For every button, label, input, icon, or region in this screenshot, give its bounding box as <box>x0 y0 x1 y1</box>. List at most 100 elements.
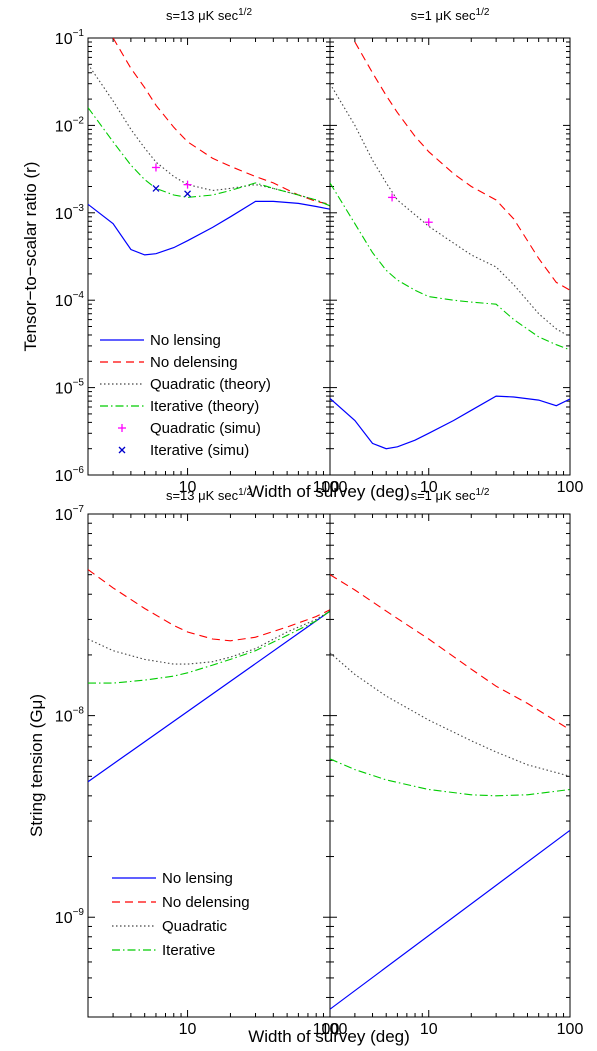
legend-label: Quadratic (theory) <box>150 376 271 393</box>
panel-title: s=1 μK sec1/2 <box>411 7 490 23</box>
legend-label: Iterative <box>162 942 215 959</box>
y-tick-base: 10 <box>55 293 73 310</box>
y-tick-label: 10−6 <box>55 465 85 485</box>
series-iterative-line <box>88 610 330 684</box>
x-axis-label: Width of survey (deg) <box>248 1027 410 1046</box>
legend-label: No delensing <box>162 894 250 911</box>
series-no-delensing-line <box>330 574 570 731</box>
series-quadratic-simu-marker <box>388 193 397 202</box>
legend-entry: Iterative (simu) <box>118 442 249 459</box>
y-tick-base: 10 <box>55 910 73 927</box>
series-iterative-simu-marker <box>152 184 160 192</box>
panel-title-base: s=13 μK sec <box>166 488 239 503</box>
panel-title-base: s=1 μK sec <box>411 8 476 23</box>
y-tick-exp: −5 <box>73 378 85 389</box>
series-quadratic-line <box>88 610 330 665</box>
y-tick-base: 10 <box>55 507 73 524</box>
x-tick-label: 10 <box>179 479 197 496</box>
y-tick-exp: −2 <box>73 115 85 126</box>
x-tick-label: 100 <box>321 479 348 496</box>
y-tick-label: 10−5 <box>55 378 85 398</box>
y-tick-exp: −1 <box>73 28 85 39</box>
series-group <box>330 41 570 450</box>
y-tick-exp: −9 <box>73 907 85 918</box>
series-quadratic-simu-marker <box>424 218 433 227</box>
axes-frame <box>329 37 571 476</box>
y-tick-label: 10−3 <box>55 203 85 223</box>
y-tick-base: 10 <box>55 381 73 398</box>
y-tick-exp: −4 <box>73 290 85 301</box>
y-tick-label: 10−1 <box>55 28 85 48</box>
y-tick-exp: −7 <box>73 504 85 515</box>
legend: No lensing No delensing Quadratic (theory)… <box>100 332 271 459</box>
legend-label: No lensing <box>150 332 221 349</box>
y-axis-label: Tensor−to−scalar ratio (r) <box>21 162 40 352</box>
legend-label: No lensing <box>162 870 233 887</box>
y-tick-label: 10−9 <box>55 907 85 927</box>
x-tick-label: 100 <box>557 1021 584 1038</box>
series-no-lensing-line <box>330 395 570 450</box>
panel-title-exp: 1/2 <box>476 7 490 18</box>
series-quadratic-theory-line <box>88 63 330 207</box>
panel-title-exp: 1/2 <box>476 487 490 498</box>
legend-entry: Quadratic (theory) <box>100 376 271 393</box>
x-tick-label: 100 <box>557 479 584 496</box>
legend-label: Quadratic <box>162 918 228 935</box>
legend-entry: Quadratic <box>112 918 228 935</box>
panel-title-base: s=1 μK sec <box>411 488 476 503</box>
x-tick-label: 10 <box>420 1021 438 1038</box>
series-quadratic-simu-marker <box>183 180 192 189</box>
y-tick-label: 10−2 <box>55 115 85 135</box>
y-tick-base: 10 <box>55 118 73 135</box>
panel-string-2: s=1 μK sec1/2 10 100 100 <box>321 487 584 1038</box>
series-group <box>88 569 330 783</box>
series-no-delensing-line <box>112 38 330 205</box>
y-tick-label: 10−8 <box>55 706 85 726</box>
series-no-lensing-line <box>88 610 330 783</box>
y-tick-label: 10−4 <box>55 290 85 310</box>
x-tick-label: 100 <box>321 1021 348 1038</box>
y-tick-exp: −8 <box>73 706 85 717</box>
panel-title: s=13 μK sec1/2 <box>166 487 253 503</box>
series-iterative-line <box>330 758 570 797</box>
legend-marker <box>118 446 126 454</box>
series-iterative-theory-line <box>330 182 570 351</box>
y-tick-base: 10 <box>55 206 73 223</box>
x-tick-label: 10 <box>420 479 438 496</box>
series-group <box>88 38 330 256</box>
x-tick-label: 100 <box>313 1021 340 1038</box>
axes-frame <box>329 513 571 1018</box>
x-tick-label: 100 <box>313 479 340 496</box>
panel-title-exp: 1/2 <box>238 7 252 18</box>
y-tick-label: 10−7 <box>55 504 85 524</box>
marker-stroke <box>184 190 192 198</box>
legend-label: No delensing <box>150 354 238 371</box>
legend-entry: No lensing <box>100 332 221 349</box>
y-tick-base: 10 <box>55 709 73 726</box>
series-iterative-simu-marker <box>184 190 192 198</box>
panel-title-exp: 1/2 <box>238 487 252 498</box>
legend-entry: No delensing <box>112 894 250 911</box>
x-tick-label: 10 <box>179 1021 197 1038</box>
panel-title: s=13 μK sec1/2 <box>166 7 253 23</box>
panel-title: s=1 μK sec1/2 <box>411 487 490 503</box>
y-tick-exp: −3 <box>73 203 85 214</box>
series-no-delensing-line <box>354 41 570 291</box>
series-no-lensing-line <box>330 829 570 1010</box>
legend-label: Iterative (theory) <box>150 398 259 415</box>
legend-entry: Iterative <box>112 942 215 959</box>
series-quadratic-theory-line <box>330 83 570 338</box>
series-quadratic-line <box>330 652 570 777</box>
legend: No lensing No delensing Quadratic Iterative <box>112 870 250 959</box>
legend-label: Quadratic (simu) <box>150 420 261 437</box>
series-no-lensing-line <box>88 200 330 256</box>
y-tick-base: 10 <box>55 468 73 485</box>
panel-title-base: s=13 μK sec <box>166 8 239 23</box>
y-tick-base: 10 <box>55 31 73 48</box>
series-quadratic-simu-marker <box>151 163 160 172</box>
legend-label: Iterative (simu) <box>150 442 249 459</box>
